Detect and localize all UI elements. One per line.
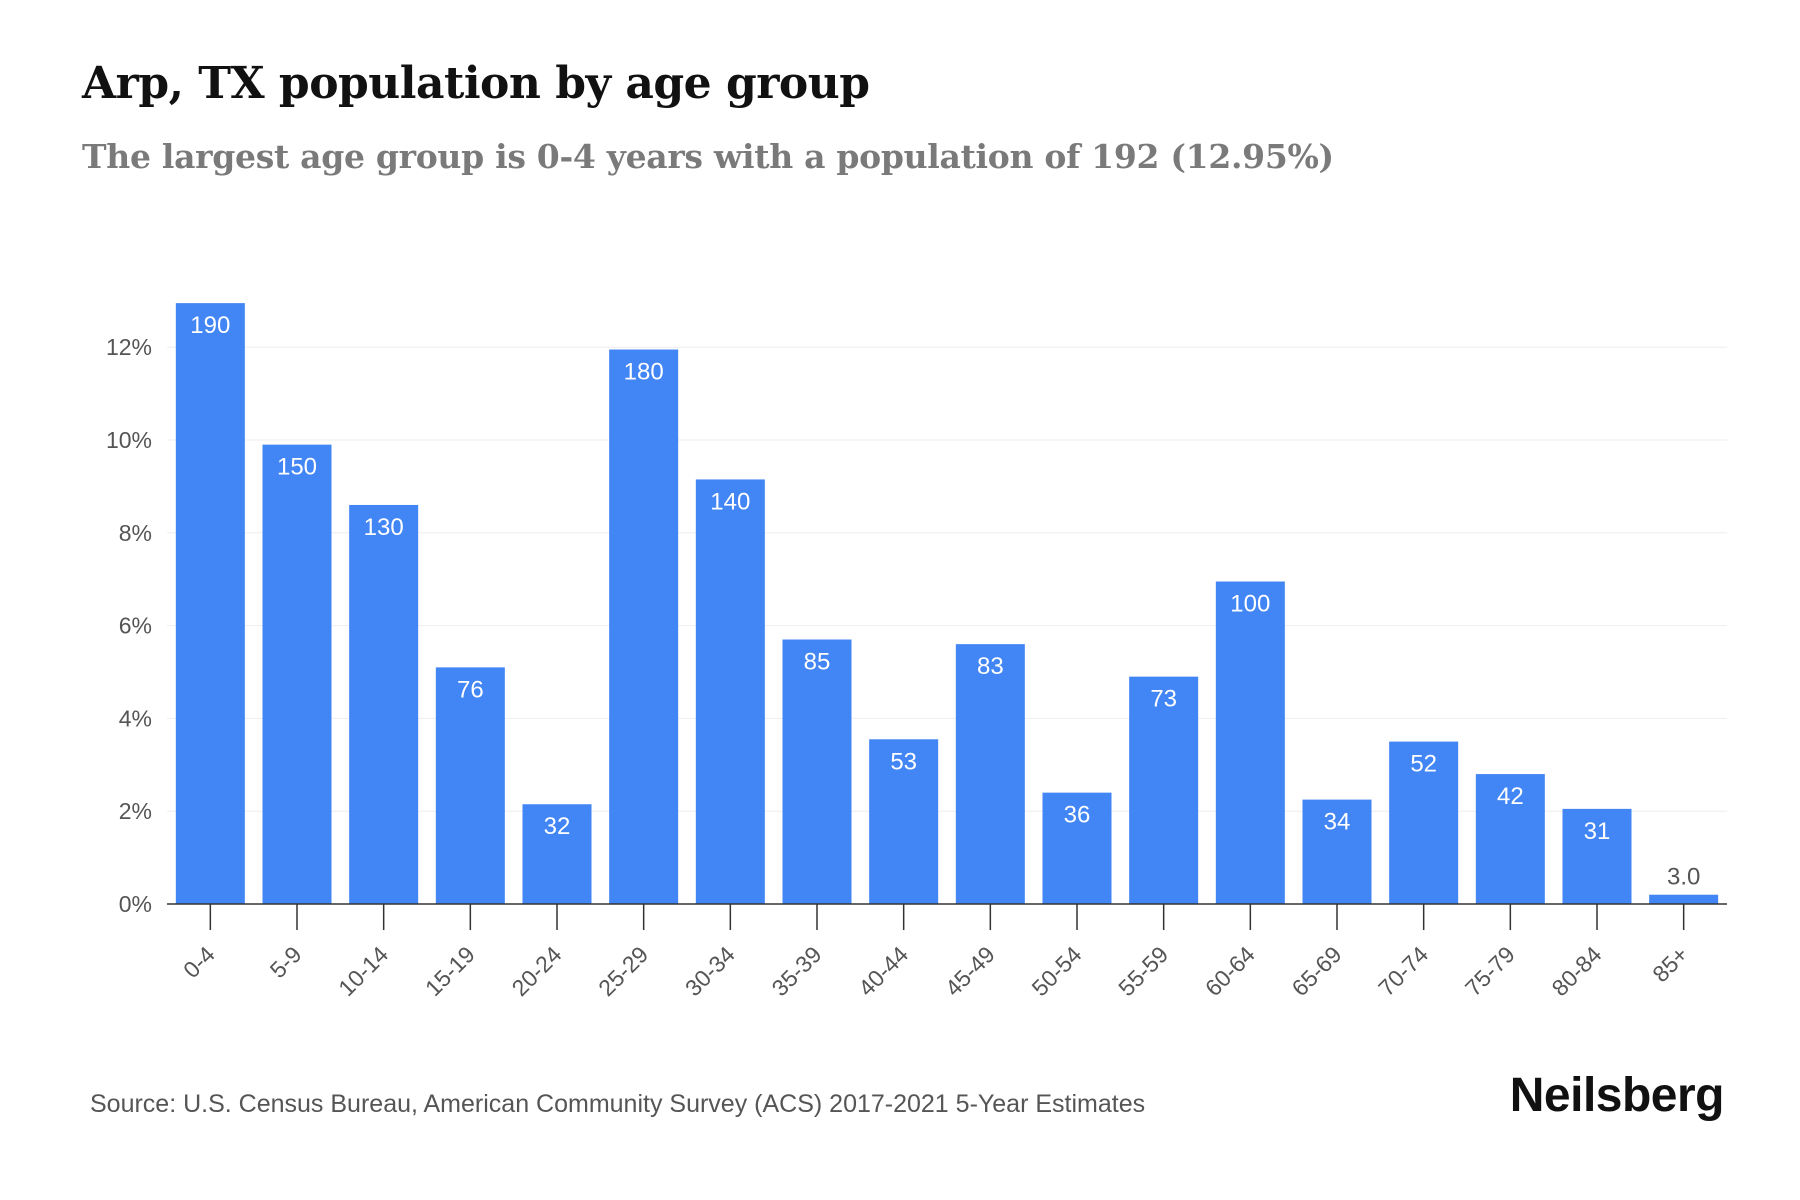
x-tick-label: 0-4 xyxy=(178,941,220,983)
y-tick-label: 0% xyxy=(119,891,152,917)
bar-value-label: 3.0 xyxy=(1667,864,1700,891)
bar xyxy=(262,444,332,904)
chart-subtitle: The largest age group is 0-4 years with … xyxy=(82,137,1334,176)
bar-value-label: 76 xyxy=(457,676,484,703)
x-tick-label: 40-44 xyxy=(853,941,913,1001)
x-tick-label: 75-79 xyxy=(1460,941,1520,1001)
bar-value-label: 85 xyxy=(804,649,831,676)
bar-value-label: 100 xyxy=(1230,591,1270,618)
bar-value-label: 180 xyxy=(624,359,664,386)
y-tick-label: 4% xyxy=(119,705,152,731)
x-tick-label: 30-34 xyxy=(680,941,740,1001)
y-tick-label: 10% xyxy=(106,427,152,453)
bar-value-label: 130 xyxy=(364,514,404,541)
bar-value-label: 31 xyxy=(1584,818,1611,845)
x-axis xyxy=(167,903,1727,930)
bar xyxy=(609,349,679,904)
gridlines xyxy=(167,346,1727,812)
x-tick-label: 50-54 xyxy=(1027,941,1087,1001)
x-axis-ticks: 0-4 5-9 10-14 15-19 20-24 25-29 30-34 35-39 40-4… xyxy=(178,941,1693,1001)
bar-value-label: 42 xyxy=(1497,783,1524,810)
x-tick-label: 20-24 xyxy=(507,941,567,1001)
bar-value-label: 52 xyxy=(1410,751,1437,778)
bar xyxy=(1129,676,1199,904)
bar xyxy=(1302,799,1372,904)
bar-value-label: 34 xyxy=(1324,809,1351,836)
x-tick-label: 70-74 xyxy=(1373,941,1433,1001)
bar-value-label: 83 xyxy=(977,653,1004,680)
bar xyxy=(869,739,939,904)
bar-value-label: 150 xyxy=(277,454,317,481)
x-tick-label: 60-64 xyxy=(1200,941,1260,1001)
x-tick-label: 65-69 xyxy=(1287,941,1347,1001)
y-tick-label: 12% xyxy=(106,334,152,360)
bar xyxy=(175,303,245,904)
chart-title: Arp, TX population by age group xyxy=(82,58,870,109)
bar xyxy=(435,667,505,904)
bar-value-label: 53 xyxy=(890,748,917,775)
y-tick-label: 8% xyxy=(119,520,152,546)
bar-value-label: 73 xyxy=(1150,686,1177,713)
source-note: Source: U.S. Census Bureau, American Com… xyxy=(90,1090,1146,1118)
brand-logo: Neilsberg xyxy=(1509,1069,1725,1122)
bars: 190 150 130 76 32 180 140 85 53 83 36 73 100 34 52 42 31… xyxy=(175,303,1719,904)
x-tick-label: 85+ xyxy=(1647,941,1693,987)
x-tick-label: 35-39 xyxy=(767,941,827,1001)
bar-value-label: 140 xyxy=(710,488,750,515)
bar xyxy=(782,639,852,904)
x-tick-label: 15-19 xyxy=(420,941,480,1001)
x-tick-label: 25-29 xyxy=(593,941,653,1001)
bar-value-label: 190 xyxy=(190,312,230,339)
x-tick-label: 10-14 xyxy=(333,941,393,1001)
bar-value-label: 36 xyxy=(1064,802,1091,829)
bar xyxy=(522,804,592,904)
bar xyxy=(349,504,419,904)
x-tick-label: 80-84 xyxy=(1547,941,1607,1001)
y-tick-label: 2% xyxy=(119,798,152,824)
x-tick-label: 45-49 xyxy=(940,941,1000,1001)
y-axis-ticks: 0% 2% 4% 6% 8% 10% 12% xyxy=(106,334,152,917)
x-tick-label: 55-59 xyxy=(1113,941,1173,1001)
y-tick-label: 6% xyxy=(119,613,152,639)
bar xyxy=(955,644,1025,904)
bar xyxy=(1389,741,1459,904)
bar xyxy=(1649,894,1719,904)
x-tick-label: 5-9 xyxy=(265,941,307,983)
bar xyxy=(695,479,765,904)
bar xyxy=(1475,774,1545,904)
bar xyxy=(1215,581,1285,904)
bar xyxy=(1562,808,1632,904)
bar-value-label: 32 xyxy=(544,813,571,840)
bar xyxy=(1042,792,1112,904)
